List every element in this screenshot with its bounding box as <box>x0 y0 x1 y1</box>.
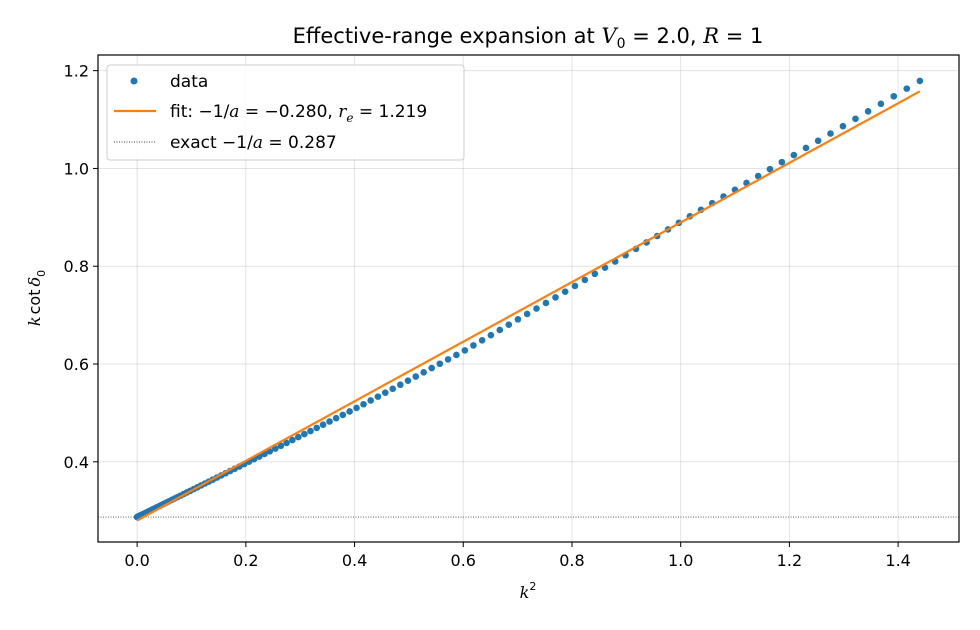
data-point <box>754 172 762 180</box>
data-point <box>319 421 327 429</box>
data-point <box>571 282 579 290</box>
data-point <box>436 360 444 368</box>
legend-data-label: data <box>170 72 208 92</box>
data-point <box>353 404 360 412</box>
data-point <box>367 397 374 404</box>
data-point <box>453 351 460 359</box>
series-layer <box>98 77 959 522</box>
data-point <box>313 424 321 432</box>
data-point <box>852 115 859 123</box>
data-point <box>890 92 898 100</box>
data-point <box>381 389 389 397</box>
data-point <box>778 158 786 166</box>
data-point <box>766 165 774 173</box>
y-tick-label: 0.4 <box>64 453 89 472</box>
data-point <box>561 288 569 296</box>
data-point <box>790 151 798 159</box>
data-point <box>346 408 353 415</box>
data-point <box>374 393 382 400</box>
chart-title: Effective-range expansion at V0 = 2.0, R… <box>293 24 764 52</box>
data-point <box>295 433 302 441</box>
y-tick-label: 1.0 <box>64 159 89 178</box>
x-tick-label: 0.2 <box>233 551 258 570</box>
plot-frame <box>97 54 960 543</box>
data-point <box>289 436 296 444</box>
legend-data-marker <box>130 77 138 85</box>
data-point <box>412 373 420 380</box>
data-point <box>552 294 559 301</box>
data-point <box>339 411 347 419</box>
data-point <box>839 122 847 130</box>
data-point <box>461 347 469 354</box>
data-point <box>277 442 285 450</box>
data-point <box>864 108 872 115</box>
x-tick-label: 0.4 <box>342 551 367 570</box>
data-point <box>877 100 885 108</box>
data-point <box>487 331 495 339</box>
x-tick-label: 0.0 <box>124 551 149 570</box>
data-point <box>533 305 540 312</box>
legend-exact-label: exact −1/a = 0.287 <box>170 133 337 153</box>
y-axis-label: kcotδ0 <box>25 270 48 326</box>
data-point <box>360 400 367 408</box>
data-point <box>444 356 452 363</box>
data-point <box>283 439 290 447</box>
data-point <box>478 337 486 344</box>
data-point <box>496 326 504 334</box>
data-point <box>428 364 435 372</box>
data-point <box>301 430 308 438</box>
data-point <box>591 270 599 278</box>
y-tick-label: 0.6 <box>64 355 89 374</box>
data-point <box>903 85 911 92</box>
data-point <box>505 321 513 328</box>
fit-line <box>136 90 921 522</box>
data-point <box>542 299 550 307</box>
legend-box <box>106 64 465 161</box>
data-point <box>404 377 412 384</box>
data-point <box>514 316 522 323</box>
x-tick-label: 1.4 <box>885 551 910 570</box>
data-point <box>420 369 427 376</box>
data-point <box>326 418 333 425</box>
legend-fit-label: fit: −1/a = −0.280, re = 1.219 <box>170 102 427 125</box>
data-point <box>802 144 810 152</box>
data-point <box>827 130 834 137</box>
data-point <box>332 414 340 422</box>
data-point <box>389 385 397 393</box>
x-tick-label: 0.6 <box>451 551 476 570</box>
data-point <box>916 77 924 85</box>
data-point <box>581 276 589 284</box>
y-tick-label: 0.8 <box>64 257 89 276</box>
y-tick-label: 1.2 <box>64 62 89 81</box>
x-tick-label: 1.0 <box>668 551 693 570</box>
x-tick-label: 0.8 <box>559 551 584 570</box>
data-point <box>470 342 477 349</box>
tick-layer: 0.0 0.2 0.4 0.6 0.8 1.0 1.2 1.4 0.4 0.6 0.8 1.0 1.2 <box>64 62 911 570</box>
x-tick-label: 1.2 <box>777 551 802 570</box>
data-point <box>307 427 314 435</box>
data-point <box>814 137 822 145</box>
x-axis-label: k2 <box>520 580 537 602</box>
data-point <box>272 445 279 452</box>
data-point <box>523 310 531 318</box>
legend: data fit: −1/a = −0.280, re = 1.219 exac… <box>106 64 465 161</box>
data-point <box>396 381 404 389</box>
